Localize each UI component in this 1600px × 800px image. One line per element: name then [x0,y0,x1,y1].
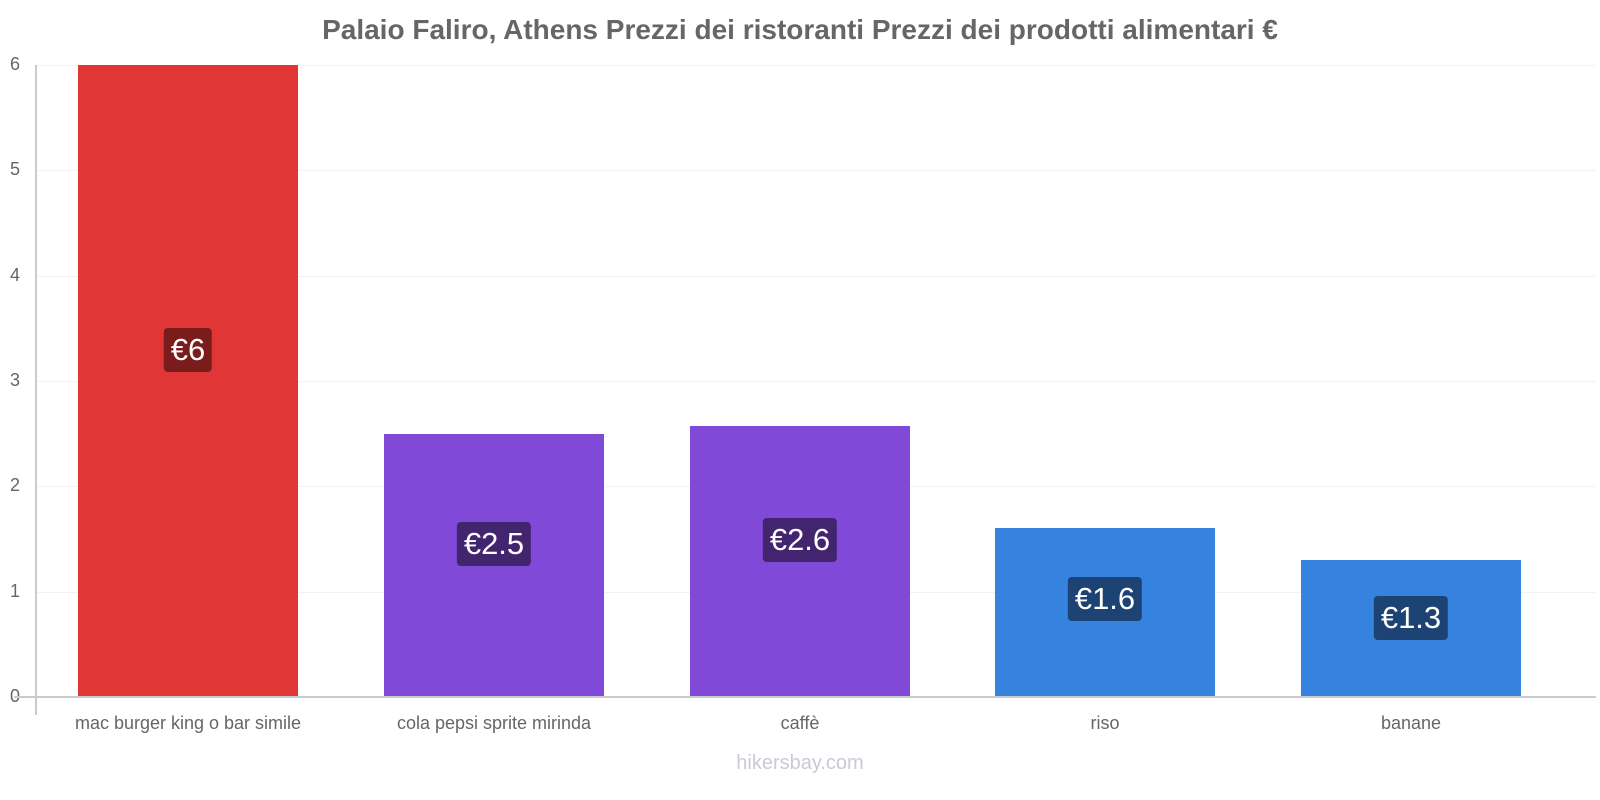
bar-value-label: €2.5 [456,522,532,567]
bar: €2.5 [384,434,604,697]
gridline [36,381,1596,382]
bar-value-label: €2.6 [762,517,838,562]
y-tick-4: 4 [9,265,20,285]
x-tick-label: caffè [780,713,820,733]
bar: €1.6 [995,528,1215,697]
bar-value-label: €1.3 [1373,595,1449,640]
gridline [36,276,1596,277]
bar: €6 [78,65,298,697]
x-tick-label: riso [1090,713,1120,733]
bar: €2.6 [690,426,910,697]
x-tick-label: cola pepsi sprite mirinda [396,713,592,733]
bar-value-label: €1.6 [1067,576,1143,621]
bar: €1.3 [1301,560,1521,697]
plot-area: €6 €2.5 €2.6 €1.6 €1.3 [36,65,1596,697]
y-tick-5: 5 [9,159,20,179]
watermark: hikersbay.com [736,752,864,774]
x-tick-label: mac burger king o bar simile [74,713,302,733]
x-tick-label: banane [1380,713,1442,733]
chart-title: Palaio Faliro, Athens Prezzi dei ristora… [322,14,1278,45]
y-tick-3: 3 [9,370,20,390]
gridline [36,65,1596,66]
gridline [36,170,1596,171]
x-axis-line [14,696,1596,698]
y-tick-1: 1 [9,581,20,601]
y-axis-line [35,65,37,715]
y-tick-6: 6 [9,54,20,74]
y-tick-2: 2 [9,475,20,495]
bar-value-label: €6 [163,328,213,372]
